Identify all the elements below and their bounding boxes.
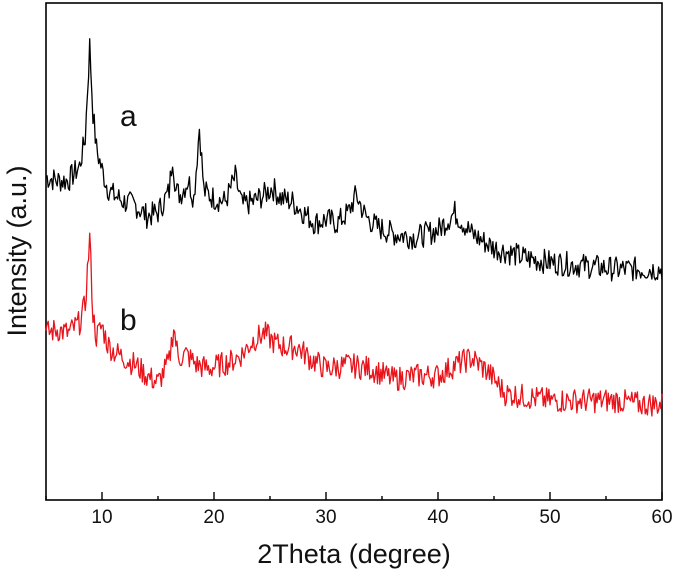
y-axis-title: Intensity (a.u.) [2,165,32,336]
x-tick-label: 30 [315,507,336,528]
x-tick-label: 10 [91,507,112,528]
series-label-b: b [120,304,137,337]
series-layer [45,38,663,417]
x-tick-label: 40 [427,507,448,528]
x-tick-label: 50 [539,507,560,528]
series-line-a [45,38,663,282]
x-axis-ticks: 10 20 30 40 50 60 [45,492,673,528]
x-tick-label: 60 [651,507,672,528]
series-line-b [45,232,663,417]
x-tick-label: 20 [203,507,224,528]
plot-frame [45,2,663,501]
series-label-a: a [120,100,137,133]
x-axis-title: 2Theta (degree) [257,539,451,569]
